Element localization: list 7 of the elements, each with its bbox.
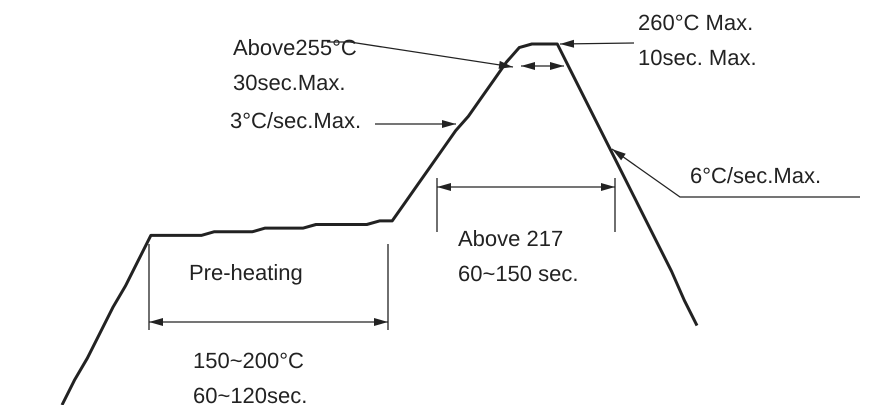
annotation: Pre-heating <box>189 260 303 285</box>
annotation: 6°C/sec.Max. <box>690 163 822 188</box>
annotation: Above255°C 30sec.Max. <box>233 35 357 95</box>
annotation: 3°C/sec.Max. <box>230 108 362 133</box>
annotation: Above 217 60~150 sec. <box>458 226 578 286</box>
annotation: 260°C Max. 10sec. Max. <box>638 10 757 70</box>
annotation: 150~200°C 60~120sec. <box>193 348 308 405</box>
